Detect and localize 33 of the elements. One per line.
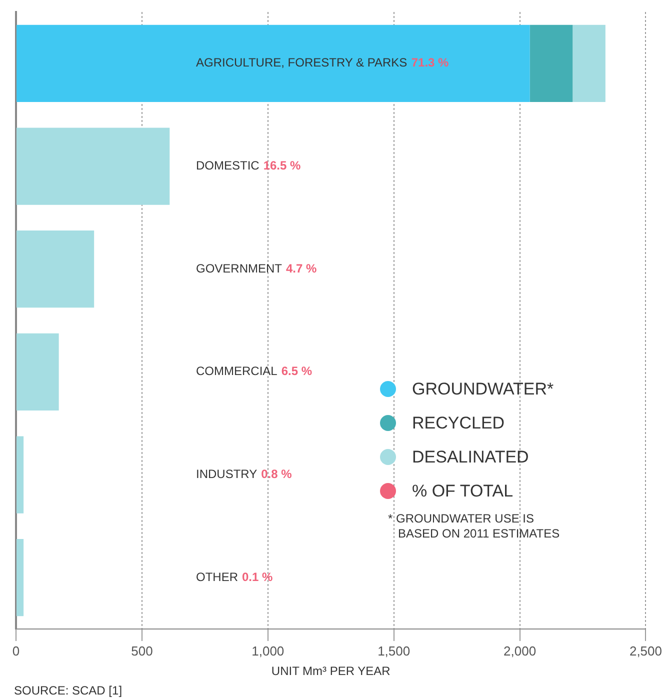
y-tick-label: COMMERCIAL <box>196 364 278 378</box>
y-tick-label: OTHER <box>196 570 238 584</box>
text: 4.7 % <box>286 261 317 276</box>
legend-label: GROUNDWATER* <box>412 380 554 399</box>
bar <box>16 128 170 205</box>
text: 16.5 % <box>263 158 301 173</box>
text: 71.3 % <box>411 56 449 70</box>
source-note: SOURCE: SCAD [1] <box>14 683 122 698</box>
y-tick-label: GOVERNMENT <box>196 261 283 276</box>
x-axis-title: UNIT Mm³ PER YEAR <box>271 664 391 678</box>
y-tick-label: INDUSTRY <box>196 467 258 482</box>
y-tick-label: AGRICULTURE, FORESTRY & PARKS <box>196 56 408 70</box>
bar <box>530 24 573 102</box>
legend-label: RECYCLED <box>412 414 505 433</box>
bar <box>16 333 59 410</box>
x-tick-label: 500 <box>131 643 153 658</box>
bar <box>16 230 94 308</box>
x-tick-label: 2,500 <box>629 643 662 658</box>
annotation: * GROUNDWATER USE IS BASED ON 2011 ESTIMATES <box>388 511 560 540</box>
x-tick-label: 1,000 <box>252 643 284 658</box>
bar <box>16 436 24 514</box>
y-tick-label: DOMESTIC <box>196 158 260 173</box>
text: 6.5 % <box>281 364 312 378</box>
bar <box>16 539 24 616</box>
legend-label: DESALINATED <box>412 448 529 467</box>
legend-label: % OF TOTAL <box>412 482 514 501</box>
x-tick-label: 2,000 <box>504 643 536 658</box>
text: 0.8 % <box>261 467 292 482</box>
bar <box>16 24 530 102</box>
x-tick-label: 0 <box>12 643 20 658</box>
text: 0.1 % <box>242 570 273 584</box>
bar <box>572 24 606 102</box>
x-tick-label: 1,500 <box>378 643 410 658</box>
